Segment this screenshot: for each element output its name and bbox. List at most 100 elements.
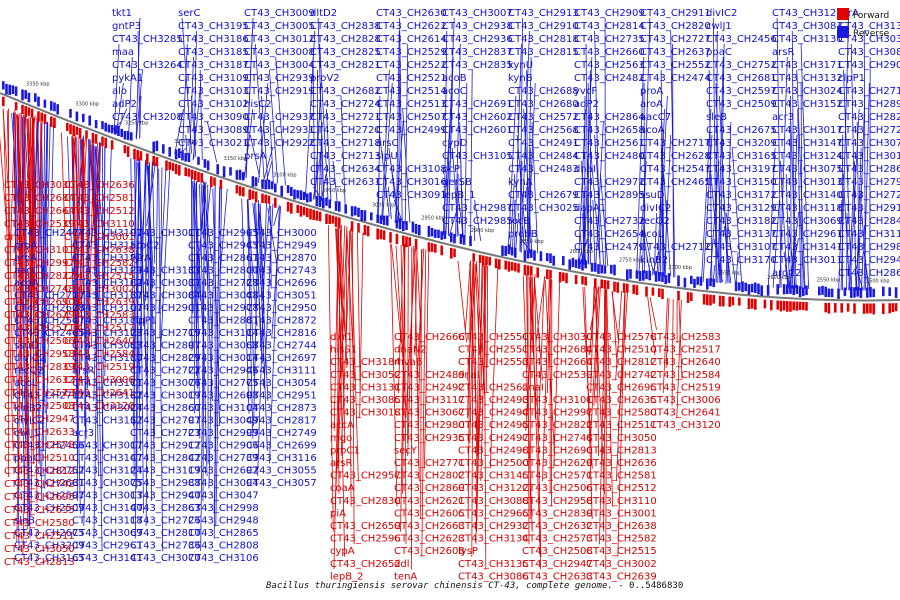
reverse-gene-mark (101, 121, 104, 130)
reverse-gene-label: CT43_CH3171 (772, 60, 843, 71)
forward-gene-leader-line (467, 261, 474, 419)
reverse-gene-leader-line (735, 251, 739, 285)
reverse-gene-mark (757, 283, 760, 295)
forward-gene-label: CT43_CH2695 (586, 382, 657, 393)
forward-gene-label: CT43_CH3018 (330, 408, 401, 419)
forward-gene-mark (562, 272, 565, 282)
reverse-gene-label: serC (178, 8, 200, 19)
reverse-gene-mark (638, 271, 642, 281)
forward-gene-mark (846, 303, 850, 312)
reverse-gene-label: CT43_CH3054 (246, 378, 317, 389)
reverse-gene-leader-line (713, 238, 724, 283)
forward-gene-label: CT43_CH2638 (586, 521, 657, 532)
scale-ticks: 3350 kbp 3300 kbp 3250 kbp 3200 kbp 3150 kbp… (26, 82, 890, 285)
reverse-gene-leader-line (219, 188, 228, 277)
forward-gene-label: CT43_CH3067 (394, 408, 465, 419)
reverse-gene-label: CT43_CH2654 (574, 229, 645, 240)
forward-gene-label: CT43_CH3001 (64, 232, 135, 243)
reverse-gene-label: CT43_CH3182 (72, 278, 143, 289)
forward-gene-leader-line (522, 275, 533, 532)
forward-gene-mark (686, 292, 690, 304)
reverse-gene-mark (14, 86, 18, 96)
forward-gene-leader-line (95, 143, 101, 231)
forward-gene-label: piA (330, 508, 346, 519)
forward-gene-leader-line (590, 286, 595, 394)
reverse-gene-mark (181, 151, 184, 161)
reverse-gene-leader-line (402, 108, 411, 223)
reverse-gene-label: aacC7 (640, 112, 671, 123)
reverse-gene-label: CT43_CH2940 (130, 491, 201, 502)
forward-gene-label: tenA (394, 571, 417, 582)
reverse-gene-leader-line (592, 199, 596, 266)
reverse-gene-mark (824, 286, 827, 297)
reverse-gene-mark (712, 278, 715, 288)
reverse-gene-leader-line (382, 82, 393, 220)
reverse-gene-label: CT43_CH3013 (772, 177, 843, 188)
forward-gene-label: CT43_CH2839 (4, 362, 75, 373)
reverse-gene-label: CT43_CH2456 (706, 34, 777, 45)
reverse-gene-mark (130, 132, 133, 141)
forward-gene-mark (504, 260, 507, 270)
reverse-gene-label: CT43_CH2901 (838, 60, 900, 71)
reverse-gene-label: recQ2 (14, 366, 44, 377)
reverse-gene-label: CT43_CH2951 (246, 391, 317, 402)
forward-gene-leader-line (606, 290, 614, 507)
forward-gene-mark (50, 116, 53, 127)
reverse-gene-leader-line (798, 186, 805, 289)
reverse-gene-mark (338, 201, 341, 212)
reverse-gene-label: CT43_CH2660 (574, 47, 645, 58)
reverse-gene-mark (360, 209, 363, 221)
forward-gene-leader-line (531, 277, 542, 570)
reverse-gene-leader-line (715, 82, 723, 283)
forward-gene-label: CT43_CH2947 (522, 559, 593, 570)
forward-gene-mark (635, 285, 639, 296)
forward-gene-mark (866, 303, 869, 314)
forward-gene-label: CT43_CH2582 (64, 258, 135, 269)
reverse-gene-label: CT43_CH2720 (310, 125, 381, 136)
reverse-gene-leader-line (269, 205, 280, 464)
reverse-gene-label: CT43_CH2484 (508, 151, 579, 162)
forward-gene-label: CT43_CH2638 (64, 245, 135, 256)
reverse-gene-label: tyrA (130, 253, 151, 264)
forward-gene-mark (171, 162, 175, 171)
forward-gene-mark (770, 300, 773, 311)
forward-gene-label: CT43_CH2582 (586, 534, 657, 545)
reverse-gene-leader-line (712, 17, 717, 283)
reverse-gene-mark (654, 271, 658, 282)
forward-gene-label: CT43_CH2571 (522, 471, 593, 482)
reverse-gene-mark (562, 256, 565, 266)
forward-gene-mark (824, 302, 827, 313)
reverse-gene-leader-line (788, 238, 799, 289)
reverse-gene-label: CT43_CH2572 (508, 112, 579, 123)
forward-gene-leader-line (584, 287, 593, 520)
forward-gene-label: CT43_CH3088 (458, 496, 529, 507)
forward-gene-mark (789, 301, 792, 312)
reverse-gene-mark (552, 255, 555, 266)
reverse-gene-leader-line (200, 182, 206, 552)
reverse-gene-label: CT43_CH3017 (72, 441, 143, 452)
reverse-gene-label: CT43_CH3116 (246, 453, 317, 464)
reverse-gene-label: CT43_CH3025 (508, 203, 579, 214)
reverse-gene-label: CT43_CH2985 (442, 216, 513, 227)
forward-gene-mark (178, 165, 181, 176)
reverse-gene-mark (869, 287, 872, 298)
reverse-gene-label: CT43_CH2939 (244, 73, 315, 84)
forward-gene-mark (606, 280, 610, 290)
forward-gene-mark (296, 204, 299, 214)
reverse-gene-label: CT43_CH3129 (72, 266, 143, 277)
reverse-gene-label: CT43_CH2622 (376, 21, 447, 32)
forward-gene-mark (78, 127, 82, 139)
reverse-gene-mark (706, 278, 709, 290)
reverse-gene-label: CT43_CH2838 (310, 21, 381, 32)
forward-gene-mark (219, 179, 223, 189)
reverse-gene-leader-line (71, 136, 79, 464)
forward-gene-mark (485, 256, 488, 265)
reverse-gene-label: CT43_CH3133 (130, 266, 201, 277)
reverse-gene-label: CT43_CH2698 (188, 391, 259, 402)
forward-gene-label: CT43_CH2495 (458, 420, 529, 431)
forward-gene-label: CT43_CH2947 (4, 414, 75, 425)
forward-gene-leader-line (662, 298, 668, 394)
reverse-gene-leader-line (725, 212, 736, 284)
forward-gene-label: lysP (458, 546, 478, 557)
forward-gene-mark (574, 274, 578, 285)
